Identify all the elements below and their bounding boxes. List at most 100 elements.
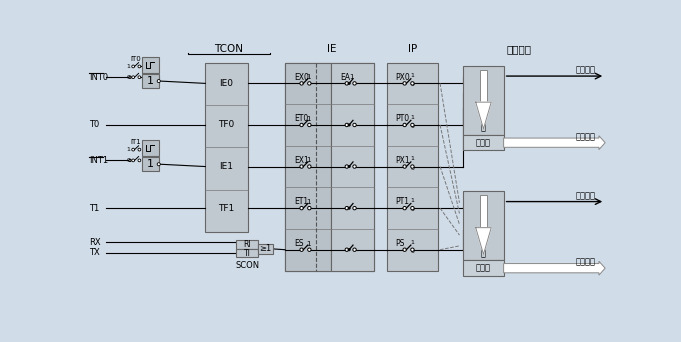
Text: 中断入口: 中断入口 [575, 132, 596, 141]
Text: INT1: INT1 [89, 156, 108, 165]
Text: 中断源: 中断源 [476, 264, 491, 273]
Circle shape [157, 80, 160, 83]
Circle shape [411, 123, 414, 127]
Circle shape [308, 248, 311, 251]
Circle shape [403, 82, 407, 85]
Text: 中断入口: 中断入口 [575, 258, 596, 266]
Circle shape [403, 123, 407, 127]
Text: 1: 1 [410, 198, 414, 203]
Text: 1: 1 [306, 74, 311, 80]
Text: 级: 级 [481, 123, 486, 133]
Circle shape [308, 207, 311, 210]
Circle shape [345, 248, 349, 251]
Text: T1: T1 [89, 203, 99, 213]
Text: 1: 1 [126, 147, 130, 152]
Bar [236, 249, 258, 258]
Circle shape [308, 82, 311, 85]
Text: TCON: TCON [214, 44, 243, 54]
Bar [463, 261, 504, 276]
Text: 0: 0 [410, 124, 414, 129]
Text: 1: 1 [306, 240, 311, 247]
Text: 低: 低 [481, 228, 486, 237]
Circle shape [353, 123, 356, 127]
Bar [332, 63, 374, 271]
Text: 1: 1 [146, 76, 154, 86]
Text: PS: PS [395, 239, 405, 248]
Text: 中断申请: 中断申请 [575, 65, 596, 75]
Text: 高: 高 [481, 103, 486, 112]
Text: IT1: IT1 [130, 139, 141, 145]
Circle shape [348, 249, 350, 251]
Text: IE0: IE0 [219, 79, 234, 88]
Text: ET1: ET1 [294, 197, 308, 207]
Text: T0: T0 [89, 120, 99, 130]
Text: 1: 1 [410, 156, 414, 161]
Circle shape [411, 207, 414, 210]
Bar [463, 135, 504, 150]
Circle shape [300, 165, 303, 168]
Text: SCON: SCON [235, 261, 259, 269]
FancyArrow shape [504, 136, 605, 149]
Circle shape [129, 76, 131, 78]
Text: 1: 1 [146, 159, 154, 169]
Bar [479, 69, 488, 102]
Text: ET0: ET0 [294, 114, 308, 123]
Text: 先: 先 [481, 117, 486, 126]
Bar [463, 191, 504, 261]
Circle shape [411, 82, 414, 85]
Circle shape [348, 166, 350, 168]
Circle shape [138, 148, 141, 151]
Text: 0: 0 [410, 207, 414, 212]
Text: 中断申请: 中断申请 [575, 191, 596, 200]
Text: TF1: TF1 [219, 203, 235, 213]
Bar [205, 63, 248, 232]
Text: 0: 0 [410, 166, 414, 171]
Circle shape [345, 123, 349, 127]
Circle shape [308, 123, 311, 127]
Text: 优: 优 [481, 110, 486, 119]
Text: PX0: PX0 [395, 73, 410, 82]
Text: 中断源: 中断源 [476, 138, 491, 147]
Text: INT0: INT0 [89, 73, 108, 82]
Circle shape [353, 165, 356, 168]
Circle shape [138, 65, 141, 68]
Circle shape [353, 248, 356, 251]
Text: 0: 0 [126, 158, 130, 163]
Bar [142, 57, 159, 73]
Circle shape [129, 159, 131, 161]
Text: 1: 1 [306, 157, 311, 163]
Text: 0: 0 [410, 249, 414, 254]
Text: RX: RX [89, 237, 101, 247]
Circle shape [345, 165, 349, 168]
Text: PX1: PX1 [395, 156, 410, 165]
Circle shape [411, 165, 414, 168]
Circle shape [300, 207, 303, 210]
Text: 0: 0 [126, 75, 130, 80]
Text: TX: TX [89, 248, 99, 257]
Circle shape [403, 207, 407, 210]
Circle shape [132, 65, 135, 68]
Bar [387, 63, 438, 271]
Bar [285, 63, 374, 271]
Text: PT1: PT1 [395, 197, 409, 207]
Circle shape [348, 207, 350, 209]
Text: 1: 1 [306, 199, 311, 205]
Circle shape [403, 248, 407, 251]
Text: 1: 1 [410, 115, 414, 120]
Circle shape [300, 123, 303, 127]
Circle shape [132, 148, 135, 151]
Bar [258, 244, 274, 254]
Text: ES: ES [294, 239, 304, 248]
Circle shape [308, 165, 311, 168]
FancyArrow shape [504, 261, 605, 275]
Text: 1: 1 [410, 239, 414, 245]
Circle shape [157, 163, 160, 166]
Text: IE: IE [327, 44, 336, 54]
Circle shape [345, 207, 349, 210]
Bar [142, 140, 159, 156]
Text: IP: IP [407, 44, 417, 54]
Text: TF0: TF0 [219, 120, 235, 130]
Bar [479, 195, 488, 228]
Text: 1: 1 [306, 116, 311, 122]
Text: TI: TI [244, 249, 251, 258]
